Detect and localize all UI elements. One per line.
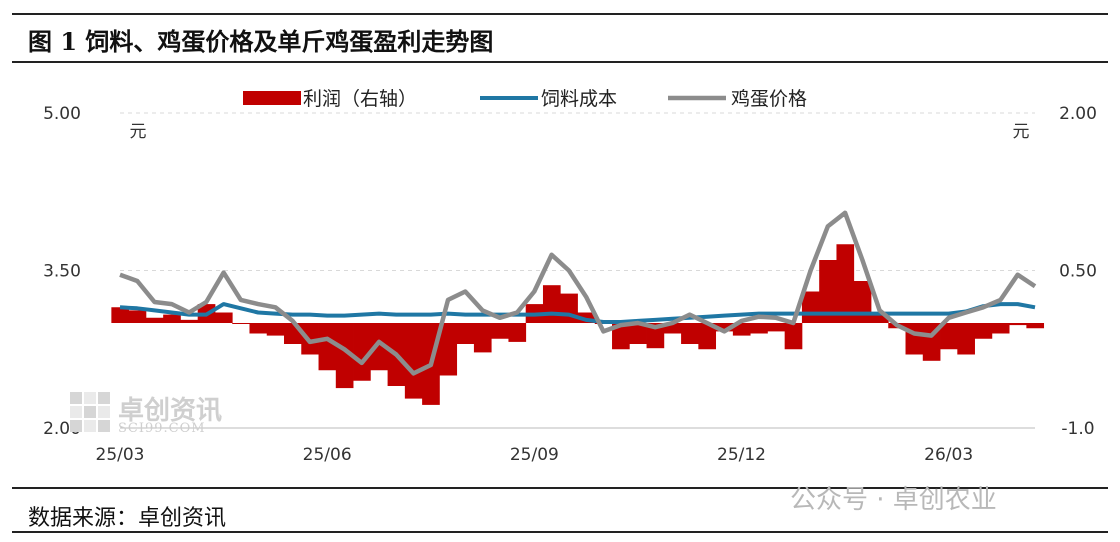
profit-bar (318, 323, 337, 371)
profit-bar (542, 285, 561, 323)
watermark-brand: 公众号 · 卓创农业 (790, 485, 997, 515)
profit-bar (335, 323, 354, 389)
profit-bar (353, 323, 371, 381)
legend-label-feed: 饲料成本 (541, 88, 617, 110)
x-tick-label: 25/09 (510, 445, 559, 465)
profit-bar (698, 323, 717, 350)
profit-bar (439, 323, 458, 376)
profit-bar (681, 323, 699, 344)
watermark-logo-site: SCI99.COM (118, 421, 206, 436)
top-rule (12, 13, 1108, 15)
profit-bar (853, 281, 872, 323)
profit-bar (180, 319, 199, 323)
profit-bar (249, 323, 268, 334)
profit-bar (111, 307, 130, 323)
profit-bar (801, 291, 820, 323)
profit-bar (663, 323, 682, 334)
profit-bar (491, 323, 509, 339)
watermark-logo-name: 卓创资讯 (118, 396, 223, 426)
footer-rule (12, 531, 1108, 533)
x-tick-label: 25/03 (96, 445, 145, 465)
egg-price-line (119, 210, 1037, 376)
legend-label-egg: 鸡蛋价格 (731, 88, 807, 110)
data-source: 数据来源：卓创资讯 (28, 506, 227, 531)
profit-bar (145, 317, 164, 323)
profit-bar (456, 323, 475, 344)
y-right-tick-label: 0.50 (1059, 262, 1097, 282)
profit-bar (232, 323, 250, 324)
figure-title: 图 1 饲料、鸡蛋价格及单斤鸡蛋盈利走势图 (28, 27, 494, 56)
profit-bar (266, 323, 285, 336)
x-tick-label: 25/06 (303, 445, 352, 465)
profit-bar (646, 323, 665, 349)
profit-bar (732, 323, 751, 336)
profit-bar (940, 323, 958, 350)
profit-bar (404, 323, 423, 399)
profit-bar (957, 323, 975, 355)
y-left-tick-label: 3.50 (43, 262, 81, 282)
y-right-unit: 元 (1013, 122, 1030, 142)
y-right-tick-label: -1.0 (1061, 419, 1094, 439)
bottom-rule (12, 487, 1108, 489)
profit-bar (370, 323, 388, 371)
profit-bar (508, 323, 527, 342)
profit-bar (750, 323, 768, 334)
profit-bar (577, 312, 596, 323)
y-left-tick-label: 5.00 (43, 104, 81, 124)
profit-bar (1026, 323, 1045, 329)
profit-bar (784, 323, 803, 350)
profit-bar (819, 260, 837, 323)
profit-bar (974, 323, 993, 339)
profit-bar (214, 312, 233, 323)
y-left-unit: 元 (130, 122, 147, 142)
watermark-logo: 卓创资讯 SCI99.COM (70, 390, 270, 440)
profit-bar (715, 323, 734, 332)
profit-bar (836, 244, 855, 323)
y-right-tick-label: 2.00 (1059, 104, 1097, 124)
legend-label-profit: 利润（右轴） (303, 88, 417, 110)
profit-bar (1009, 323, 1027, 326)
profit-bar (991, 323, 1010, 334)
x-tick-label: 25/12 (717, 445, 766, 465)
profit-bar (905, 323, 924, 355)
title-rule (12, 61, 1108, 63)
profit-bar (629, 323, 647, 344)
profit-bar (163, 314, 181, 323)
x-tick-label: 26/03 (924, 445, 973, 465)
profit-bar (870, 312, 889, 323)
profit-bar (767, 323, 786, 332)
profit-bar (128, 310, 147, 323)
profit-bar (473, 323, 492, 353)
legend-swatch-profit (243, 91, 301, 105)
profit-bar (612, 323, 630, 350)
watermark-logo-mark (70, 392, 110, 432)
